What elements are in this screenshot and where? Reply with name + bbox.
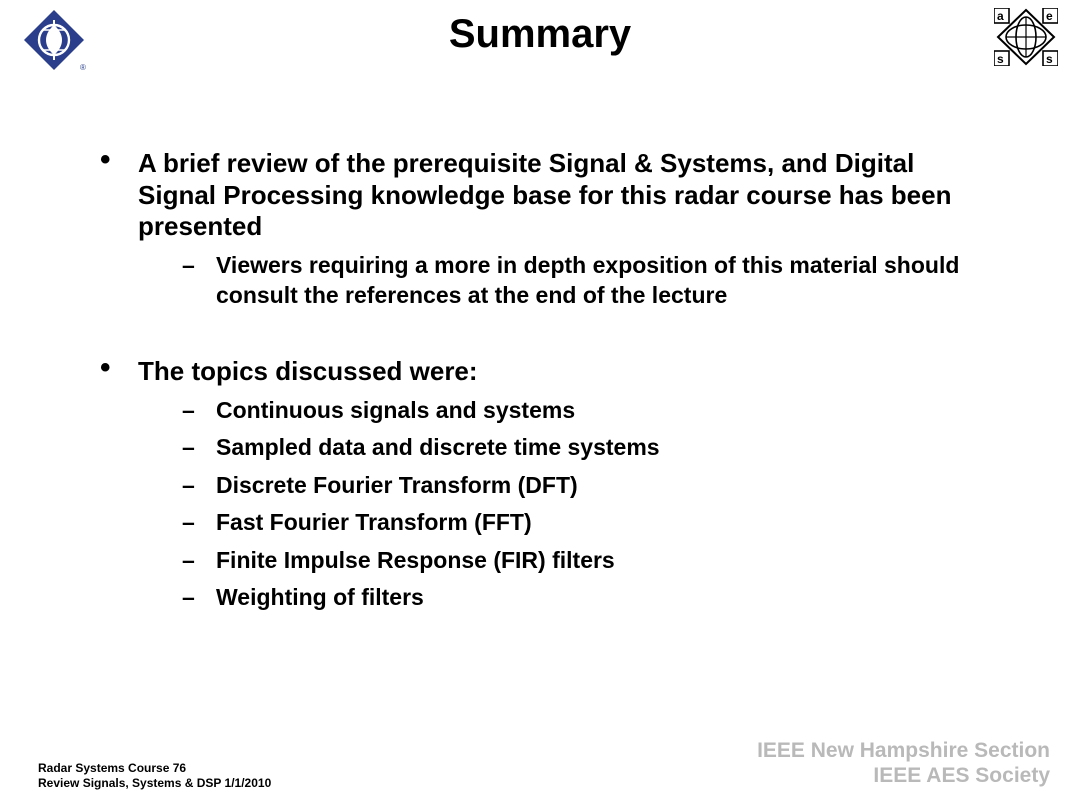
sub-bullet-item: Discrete Fourier Transform (DFT) [182, 471, 998, 500]
bullet-list: A brief review of the prerequisite Signa… [100, 148, 998, 612]
footer-course-sublabel: Review Signals, Systems & DSP 1/1/2010 [38, 776, 271, 792]
aes-society-logo-icon: a e s s [994, 8, 1058, 66]
sub-bullet-list: Continuous signals and systems Sampled d… [138, 396, 998, 613]
sub-bullet-item: Finite Impulse Response (FIR) filters [182, 546, 998, 575]
footer-course-label: Radar Systems Course 76 [38, 761, 271, 777]
bullet-item: A brief review of the prerequisite Signa… [100, 148, 998, 310]
bullet-item: The topics discussed were: Continuous si… [100, 356, 998, 612]
footer-section-label: IEEE New Hampshire Section [757, 738, 1050, 763]
content-area: A brief review of the prerequisite Signa… [22, 78, 1058, 612]
svg-text:s: s [1046, 52, 1053, 66]
footer-left: Radar Systems Course 76 Review Signals, … [38, 761, 271, 792]
slide: ® Summary a e s s [0, 0, 1080, 810]
header: ® Summary a e s s [22, 8, 1058, 78]
bullet-text: A brief review of the prerequisite Signa… [138, 148, 951, 241]
svg-text:e: e [1046, 9, 1053, 23]
footer-society-label: IEEE AES Society [757, 763, 1050, 788]
sub-bullet-list: Viewers requiring a more in depth exposi… [138, 251, 998, 310]
sub-bullet-item: Weighting of filters [182, 583, 998, 612]
svg-text:®: ® [80, 63, 86, 72]
sub-bullet-item: Fast Fourier Transform (FFT) [182, 508, 998, 537]
ieee-diamond-logo-icon: ® [22, 8, 86, 72]
sub-bullet-item: Continuous signals and systems [182, 396, 998, 425]
slide-title: Summary [86, 8, 994, 57]
footer-right: IEEE New Hampshire Section IEEE AES Soci… [757, 738, 1050, 788]
bullet-text: The topics discussed were: [138, 356, 478, 386]
sub-bullet-item: Sampled data and discrete time systems [182, 433, 998, 462]
sub-bullet-item: Viewers requiring a more in depth exposi… [182, 251, 998, 310]
svg-text:s: s [997, 52, 1004, 66]
svg-text:a: a [997, 9, 1004, 23]
